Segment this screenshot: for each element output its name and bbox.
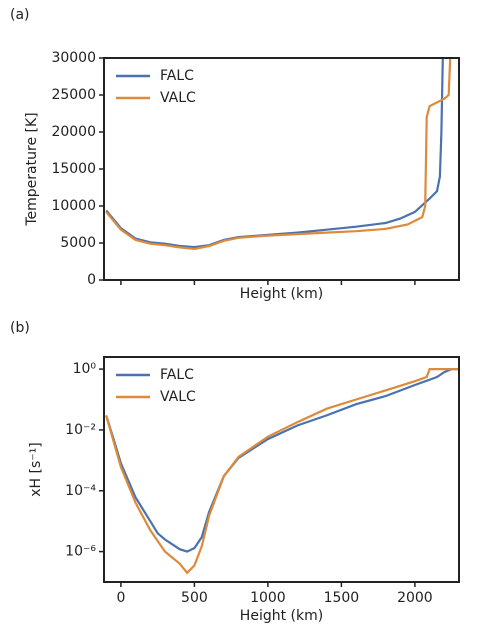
y-axis-label: Temperature [K] [24,112,40,226]
y-tick-label: 15000 [51,161,96,177]
y-tick-label: 10⁻⁴ [65,483,96,499]
y-tick-label: 10⁻⁶ [65,544,96,560]
x-tick-label: 2000 [397,590,433,606]
plot-area [105,368,459,575]
legend-label: VALC [160,389,196,405]
y-tick-label: 10000 [51,198,96,214]
y-tick-label: 30000 [51,50,96,66]
legend-label: FALC [160,68,194,84]
panel-label: (a) [10,7,30,23]
line [105,58,444,249]
axes-frame [103,57,460,281]
axes-frame [103,356,460,583]
legend-label: FALC [160,367,194,383]
y-tick-label: 25000 [51,87,96,103]
x-axis-label: Height (km) [240,286,323,302]
y-tick-label: 0 [87,272,96,288]
x-tick-label: 0 [116,590,125,606]
plot-area [105,58,452,251]
panel-label: (b) [10,320,30,336]
x-tick-label: 500 [181,590,208,606]
y-axis-label: xH [s⁻¹] [28,442,44,496]
line [105,58,452,251]
y-tick-label: 5000 [60,235,96,251]
legend-label: VALC [160,90,196,106]
x-tick-label: 1000 [250,590,286,606]
line [105,368,459,575]
y-tick-label: 10⁻² [65,422,96,438]
y-tick-label: 10⁰ [73,361,97,377]
y-tick-label: 20000 [51,124,96,140]
x-tick-label: 1500 [324,590,360,606]
x-axis-label: Height (km) [240,608,323,624]
